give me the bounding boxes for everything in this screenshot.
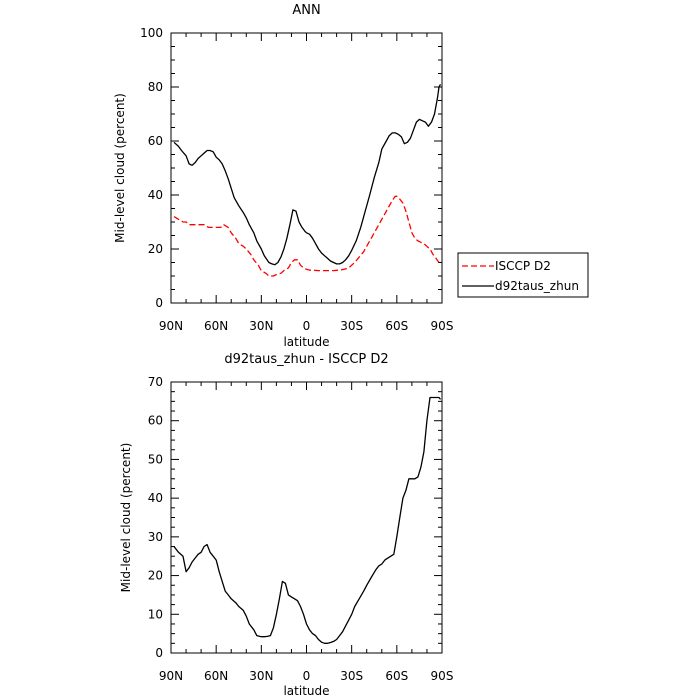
plot-frame-0	[170, 32, 443, 304]
x-tick-label-1-0: 90N	[159, 669, 183, 683]
y-axis-label-0: Mid-level cloud (percent)	[113, 93, 127, 243]
y-tick-label-1-7: 70	[148, 375, 163, 389]
y-tick-label-0-5: 100	[140, 26, 163, 40]
legend-label-1: d92taus_zhun	[495, 279, 579, 293]
x-tick-label-1-4: 30S	[340, 669, 363, 683]
x-tick-label-1-2: 30N	[249, 669, 273, 683]
x-tick-label-0-6: 90S	[431, 319, 454, 333]
x-tick-label-1-6: 90S	[431, 669, 454, 683]
y-tick-label-0-2: 40	[148, 188, 163, 202]
chart-title-1: d92taus_zhun - ISCCP D2	[224, 352, 388, 367]
y-tick-label-0-1: 20	[148, 242, 163, 256]
y-tick-label-1-1: 10	[148, 607, 163, 621]
legend-label-0: ISCCP D2	[495, 259, 551, 273]
plot-frame-1	[170, 381, 443, 654]
y-tick-label-1-6: 60	[148, 414, 163, 428]
series-line-0-1	[173, 83, 442, 266]
chart-title-0: ANN	[292, 3, 320, 18]
y-tick-label-1-4: 40	[148, 491, 163, 505]
x-tick-label-1-5: 60S	[385, 669, 408, 683]
x-tick-label-0-1: 60N	[204, 319, 228, 333]
x-tick-label-0-3: 0	[303, 319, 311, 333]
y-tick-label-1-0: 0	[155, 646, 163, 660]
x-tick-label-0-4: 30S	[340, 319, 363, 333]
y-axis-label-1: Mid-level cloud (percent)	[119, 443, 133, 593]
x-tick-label-1-1: 60N	[204, 669, 228, 683]
x-tick-label-0-0: 90N	[159, 319, 183, 333]
y-tick-label-0-0: 0	[155, 296, 163, 310]
x-tick-label-0-5: 60S	[385, 319, 408, 333]
series-line-1-0	[173, 396, 442, 644]
x-tick-label-0-2: 30N	[249, 319, 273, 333]
y-tick-label-0-4: 80	[148, 80, 163, 94]
x-axis-label-0: latitude	[283, 335, 329, 349]
y-tick-label-1-3: 30	[148, 530, 163, 544]
legend-box	[457, 252, 589, 298]
x-axis-label-1: latitude	[283, 684, 329, 698]
y-tick-label-0-3: 60	[148, 134, 163, 148]
x-tick-label-1-3: 0	[303, 669, 311, 683]
y-tick-label-1-5: 50	[148, 452, 163, 466]
y-tick-label-1-2: 20	[148, 569, 163, 583]
series-line-0-0	[173, 195, 440, 277]
